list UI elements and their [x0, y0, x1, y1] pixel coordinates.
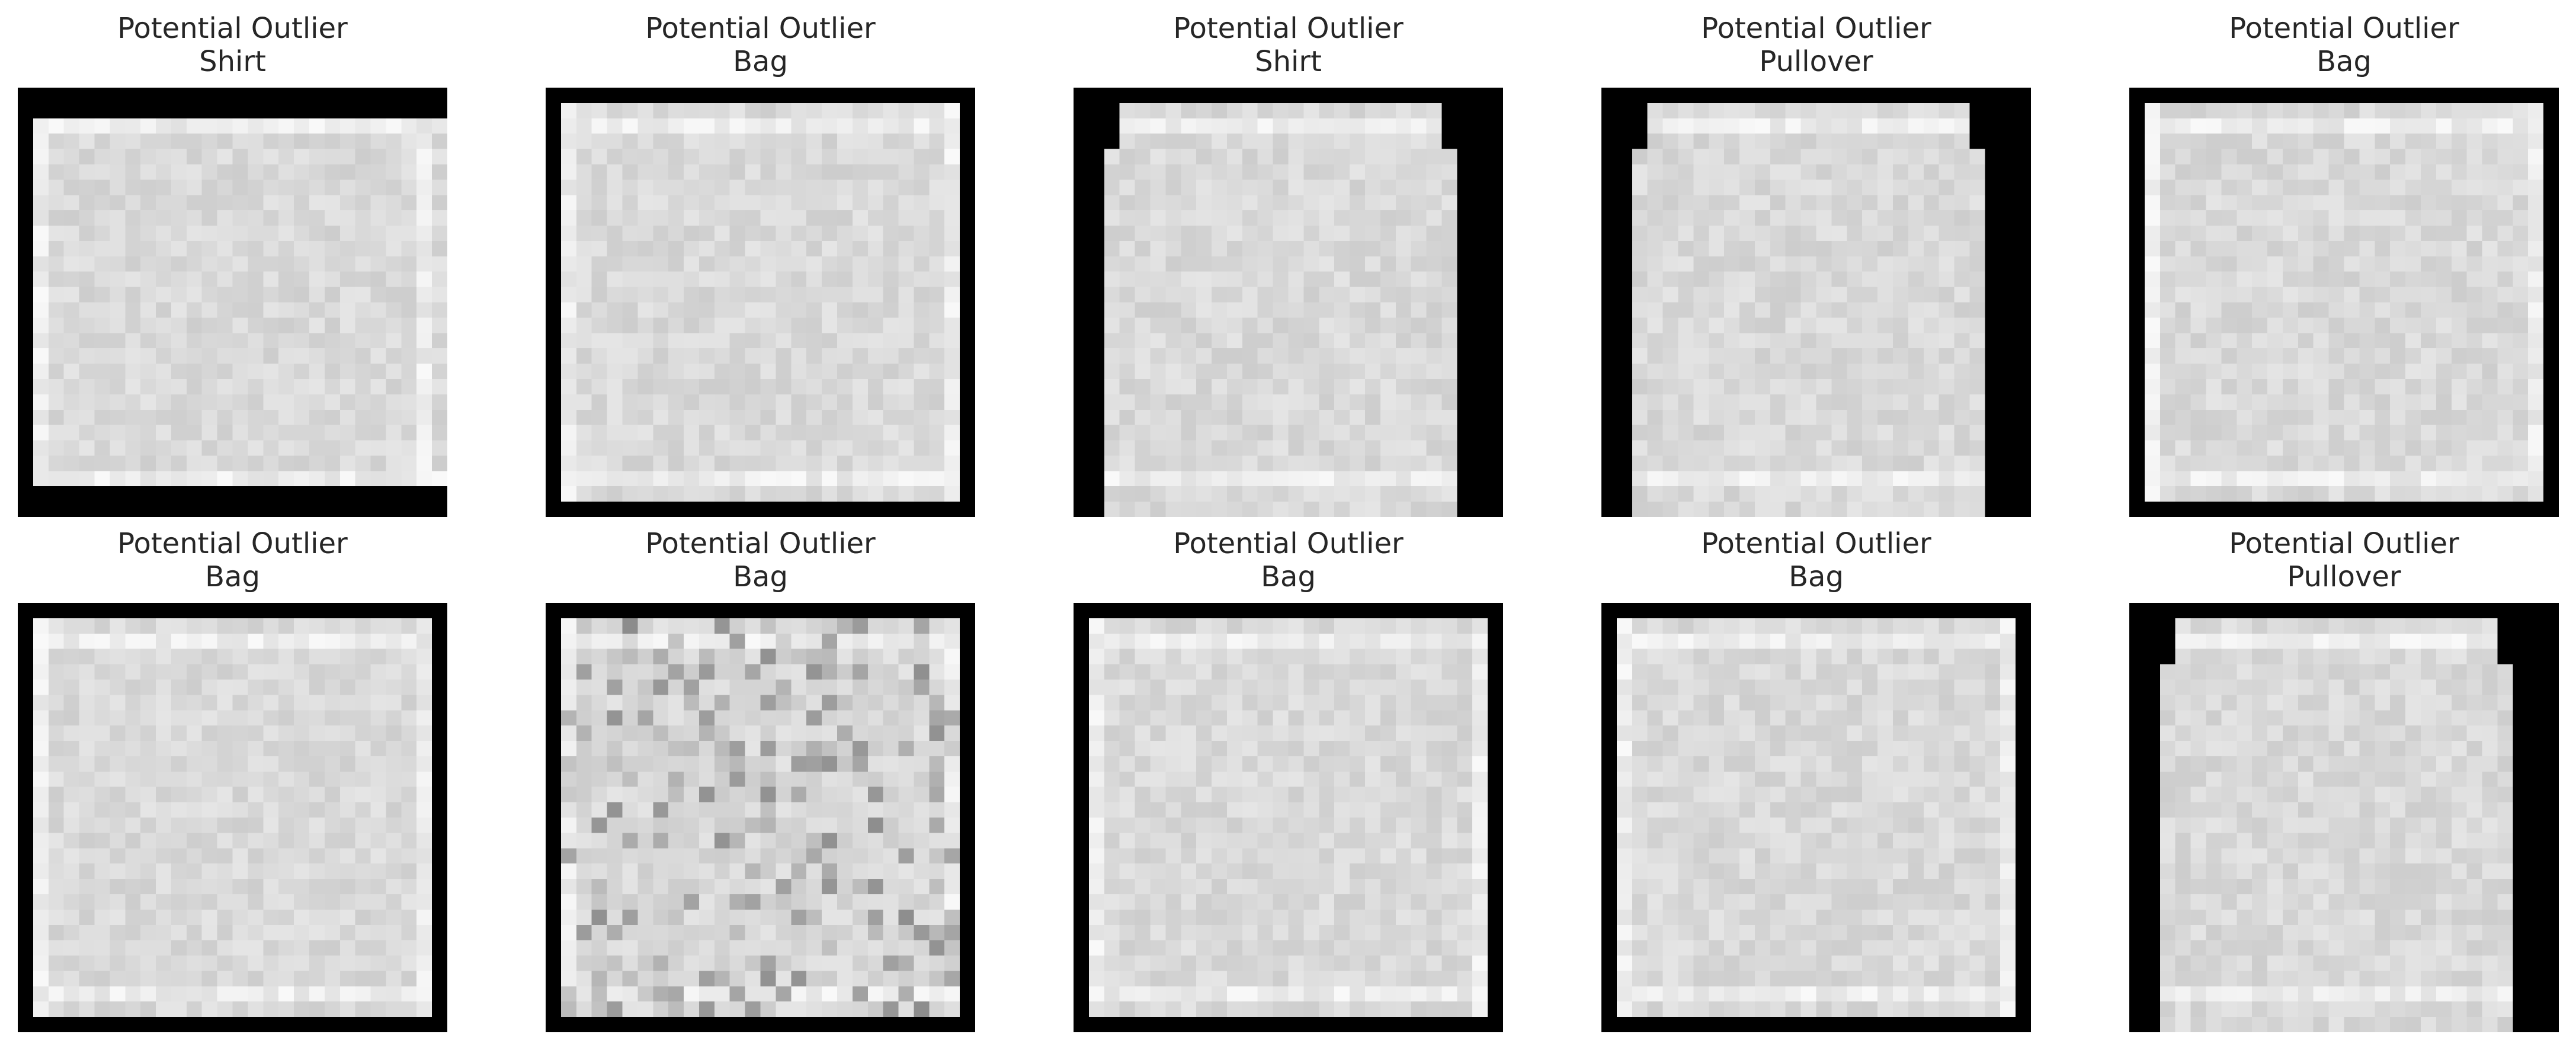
panel-class-label: Bag	[1601, 560, 2031, 593]
panel-title-line: Potential Outlier	[1074, 12, 1503, 45]
garment-image	[2129, 603, 2559, 1032]
panel-title: Potential Outlier Pullover	[1601, 12, 2031, 78]
panel-title: Potential Outlier Bag	[1074, 527, 1503, 593]
panel-title-line: Potential Outlier	[18, 527, 447, 560]
garment-image	[18, 603, 447, 1032]
garment-image	[2129, 88, 2559, 517]
panel-title-line: Potential Outlier	[1074, 527, 1503, 560]
panel-title: Potential Outlier Bag	[18, 527, 447, 593]
panel-title: Potential Outlier Shirt	[18, 12, 447, 78]
garment-image	[1074, 603, 1503, 1032]
panel-title: Potential Outlier Shirt	[1074, 12, 1503, 78]
grayscale-image-canvas	[18, 88, 447, 517]
garment-image	[18, 88, 447, 517]
garment-image	[546, 88, 975, 517]
panel-title: Potential Outlier Bag	[2129, 12, 2559, 78]
panel-title: Potential Outlier Bag	[546, 527, 975, 593]
panel-title-line: Potential Outlier	[546, 527, 975, 560]
panel-class-label: Bag	[1074, 560, 1503, 593]
grayscale-image-canvas	[1601, 603, 2031, 1032]
panel-class-label: Bag	[546, 560, 975, 593]
grayscale-image-canvas	[18, 603, 447, 1032]
garment-image	[1601, 88, 2031, 517]
panel-title-line: Potential Outlier	[2129, 527, 2559, 560]
panel-class-label: Bag	[18, 560, 447, 593]
panel-title: Potential Outlier Pullover	[2129, 527, 2559, 593]
panel-title-line: Potential Outlier	[1601, 12, 2031, 45]
panel-class-label: Shirt	[18, 45, 447, 78]
panel-class-label: Bag	[2129, 45, 2559, 78]
panel-class-label: Pullover	[1601, 45, 2031, 78]
panel-title: Potential Outlier Bag	[1601, 527, 2031, 593]
grayscale-image-canvas	[2129, 88, 2559, 517]
grayscale-image-canvas	[1074, 88, 1503, 517]
panel-class-label: Pullover	[2129, 560, 2559, 593]
panel-class-label: Bag	[546, 45, 975, 78]
grayscale-image-canvas	[1601, 88, 2031, 517]
panel-title: Potential Outlier Bag	[546, 12, 975, 78]
panel-title-line: Potential Outlier	[1601, 527, 2031, 560]
panel-title-line: Potential Outlier	[546, 12, 975, 45]
garment-image	[1074, 88, 1503, 517]
grayscale-image-canvas	[546, 603, 975, 1032]
garment-image	[1601, 603, 2031, 1032]
garment-image	[546, 603, 975, 1032]
panel-title-line: Potential Outlier	[18, 12, 447, 45]
grayscale-image-canvas	[546, 88, 975, 517]
grayscale-image-canvas	[2129, 603, 2559, 1032]
panel-title-line: Potential Outlier	[2129, 12, 2559, 45]
grayscale-image-canvas	[1074, 603, 1503, 1032]
panel-class-label: Shirt	[1074, 45, 1503, 78]
